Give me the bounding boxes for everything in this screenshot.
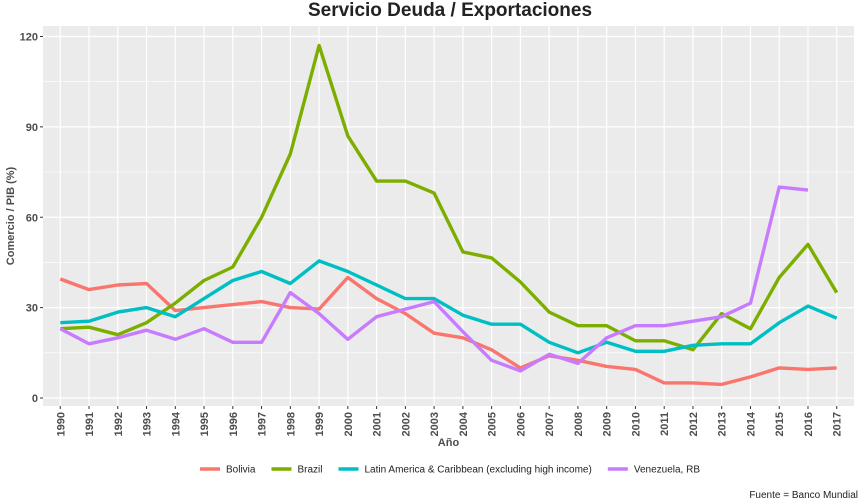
x-tick-label: 1999 xyxy=(314,412,326,436)
series-line xyxy=(60,43,839,352)
legend-label: Brazil xyxy=(297,465,322,476)
x-tick-label: 1991 xyxy=(84,412,96,436)
legend-label: Latin America & Caribbean (excluding hig… xyxy=(364,465,591,476)
x-tick-label: 2007 xyxy=(544,412,556,436)
x-tick-label: 2006 xyxy=(515,412,527,436)
y-tick-label: 0 xyxy=(32,393,38,405)
x-tick-label: 2017 xyxy=(832,412,844,436)
x-tick-label: 1994 xyxy=(170,411,182,436)
y-tick-label: 60 xyxy=(26,212,38,224)
x-tick-label: 2005 xyxy=(487,412,499,436)
series-line xyxy=(60,259,838,355)
x-tick-label: 1998 xyxy=(285,412,297,436)
legend-label: Bolivia xyxy=(226,465,256,476)
x-tick-label: 1993 xyxy=(142,412,154,436)
x-axis-label: Año xyxy=(438,437,460,449)
y-tick-label: 120 xyxy=(20,32,38,44)
y-axis: 0 30 60 90 120 xyxy=(20,32,43,405)
legend-label: Venezuela, RB xyxy=(634,465,700,476)
y-tick-label: 30 xyxy=(26,303,38,315)
series-lines xyxy=(59,43,839,387)
x-tick-label: 1992 xyxy=(113,412,125,436)
x-tick-label: 2010 xyxy=(630,412,642,436)
x-tick-label: 2013 xyxy=(717,412,729,436)
x-tick-label: 2016 xyxy=(803,412,815,436)
y-axis-label: Comercio / PIB (%) xyxy=(5,166,17,265)
x-tick-label: 2001 xyxy=(372,412,384,436)
y-tick-label: 90 xyxy=(26,122,38,134)
series-line xyxy=(59,185,809,373)
x-tick-label: 1990 xyxy=(55,412,67,436)
plot-panel xyxy=(43,26,854,406)
x-tick-label: 2008 xyxy=(573,412,585,436)
legend: Bolivia Brazil Latin America & Caribbean (… xyxy=(200,465,700,476)
x-tick-label: 1995 xyxy=(199,412,211,436)
x-tick-label: 2004 xyxy=(458,411,470,436)
x-tick-label: 2015 xyxy=(774,412,786,436)
x-tick-label: 2009 xyxy=(602,412,614,436)
caption: Fuente = Banco Mundial xyxy=(749,490,858,501)
x-tick-label: 2012 xyxy=(688,412,700,436)
x-tick-label: 1997 xyxy=(257,412,269,436)
x-axis: 1990 1991 1992 1993 1994 1995 1996 1997 1998 1999… xyxy=(55,406,844,436)
x-tick-label: 2000 xyxy=(343,412,355,436)
x-tick-label: 2003 xyxy=(429,412,441,436)
x-tick-label: 1996 xyxy=(228,412,240,436)
x-tick-label: 2002 xyxy=(400,412,412,436)
x-tick-label: 2014 xyxy=(745,411,757,436)
chart-title: Servicio Deuda / Exportaciones xyxy=(308,0,592,21)
x-tick-label: 2011 xyxy=(659,412,671,436)
